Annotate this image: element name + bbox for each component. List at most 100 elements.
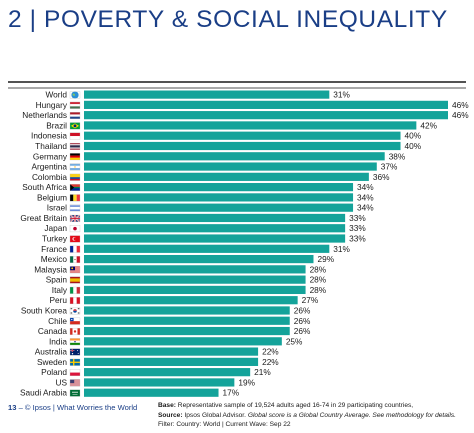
category-label: Canada — [38, 326, 67, 336]
flag-thailand-icon — [69, 142, 81, 150]
footer-notes: Base: Representative sample of 19,524 ad… — [158, 401, 456, 430]
value-label: 33% — [349, 213, 366, 223]
category-label: Thailand — [35, 141, 67, 151]
bar-netherlands — [84, 111, 448, 120]
value-label: 28% — [310, 285, 327, 295]
flag-argentina-icon — [69, 163, 81, 171]
category-label: Sweden — [37, 357, 67, 367]
bar-row-hungary: Hungary 46% — [36, 100, 470, 110]
bar-row-south-korea: South Korea 26% — [21, 305, 311, 315]
globe-icon — [69, 91, 81, 99]
category-label: India — [49, 336, 67, 346]
bar-row-canada: Canada 26% — [38, 326, 311, 336]
page-title: 2 | POVERTY & SOCIAL INEQUALITY — [8, 6, 448, 33]
flag-chile-icon — [69, 317, 81, 325]
bar-row-belgium: Belgium 34% — [37, 192, 374, 202]
flag-colombia-icon — [69, 173, 81, 181]
bar-saudi-arabia — [84, 388, 219, 397]
brand-text: – © Ipsos | What Worries the World — [18, 403, 138, 412]
bar-row-israel: Israel 34% — [47, 203, 375, 213]
bar-chart: World 31% Hungary 46% Netherlands 46% Brazil 42… — [8, 81, 470, 398]
value-label: 31% — [333, 90, 350, 100]
category-label: Colombia — [32, 172, 67, 182]
bar-france — [84, 244, 330, 253]
bar-argentina — [84, 162, 377, 171]
value-label: 42% — [420, 120, 437, 130]
bar-sweden — [84, 357, 259, 366]
flag-belgium-icon — [69, 194, 81, 202]
category-label: Belgium — [37, 192, 67, 202]
bar-australia — [84, 347, 259, 356]
flag-indonesia-icon — [69, 132, 81, 140]
bar-great-britain — [84, 213, 346, 223]
flag-us-icon — [69, 379, 81, 387]
bar-row-south-africa: South Africa 34% — [22, 182, 374, 192]
value-label: 26% — [294, 326, 311, 336]
value-label: 46% — [452, 100, 469, 110]
bar-row-mexico: Mexico 29% — [41, 254, 335, 264]
base-label: Base: — [158, 402, 176, 409]
value-label: 17% — [223, 388, 240, 398]
bar-row-germany: Germany 38% — [33, 151, 406, 161]
bar-row-netherlands: Netherlands 46% — [22, 110, 469, 120]
flag-turkey-icon — [69, 235, 81, 243]
value-label: 38% — [389, 151, 406, 161]
bar-south-africa — [84, 183, 354, 192]
bar-row-brazil: Brazil 42% — [46, 120, 437, 130]
value-label: 28% — [310, 264, 327, 274]
value-label: 36% — [373, 172, 390, 182]
bar-canada — [84, 326, 290, 336]
value-label: 34% — [357, 192, 374, 202]
value-label: 26% — [294, 305, 311, 315]
bar-peru — [84, 296, 298, 305]
category-label: Netherlands — [22, 110, 67, 120]
bar-belgium — [84, 193, 354, 202]
value-label: 33% — [349, 234, 366, 244]
bar-brazil — [84, 121, 417, 130]
bar-mexico — [84, 254, 314, 264]
bar-row-turkey: Turkey 33% — [42, 234, 366, 244]
bar-row-spain: Spain 28% — [46, 275, 327, 285]
bar-row-us: US 19% — [55, 377, 255, 387]
source-note: Source: Ipsos Global Advisor. Global sco… — [158, 411, 456, 421]
category-label: Saudi Arabia — [20, 388, 67, 398]
bar-thailand — [84, 141, 401, 151]
bar-row-malaysia: Malaysia 28% — [34, 264, 327, 274]
bar-row-argentina: Argentina 37% — [31, 162, 398, 172]
category-label: Turkey — [42, 234, 68, 244]
category-label: Australia — [35, 347, 68, 357]
bar-italy — [84, 285, 306, 295]
flag-canada-icon — [69, 327, 81, 335]
filter-note: Filter: Country: World | Current Wave: S… — [158, 421, 291, 429]
value-label: 19% — [238, 377, 255, 387]
value-label: 27% — [302, 295, 319, 305]
category-label: Italy — [52, 285, 68, 295]
bar-israel — [84, 203, 354, 212]
bar-row-colombia: Colombia 36% — [32, 172, 390, 182]
bar-row-italy: Italy 28% — [52, 285, 327, 295]
bar-spain — [84, 275, 306, 284]
flag-italy-icon — [69, 286, 81, 294]
flag-israel-icon — [69, 204, 81, 212]
source-label: Source: — [158, 411, 183, 419]
bar-india — [84, 337, 282, 346]
flag-south-korea-icon — [69, 307, 81, 315]
bar-row-peru: Peru 27% — [49, 295, 318, 305]
bar-indonesia — [84, 131, 401, 140]
source-note-italic: Global score is a Global Country Average… — [247, 411, 456, 419]
value-label: 25% — [286, 336, 303, 346]
category-label: Israel — [47, 203, 67, 213]
value-label: 34% — [357, 203, 374, 213]
bar-row-india: India 25% — [49, 336, 303, 346]
flag-great-britain-icon — [69, 214, 81, 223]
category-label: France — [41, 244, 67, 254]
bar-row-australia: Australia 22% — [35, 347, 280, 357]
bar-row-saudi-arabia: Saudi Arabia 17% — [20, 388, 240, 398]
flag-south-africa-icon — [69, 184, 81, 191]
flag-spain-icon — [69, 276, 81, 284]
base-note: Base: Representative sample of 19,524 ad… — [158, 401, 456, 411]
bar-row-poland: Poland 21% — [41, 367, 271, 377]
category-label: US — [55, 377, 67, 387]
value-label: 40% — [405, 141, 422, 151]
bar-row-chile: Chile 26% — [48, 316, 311, 326]
